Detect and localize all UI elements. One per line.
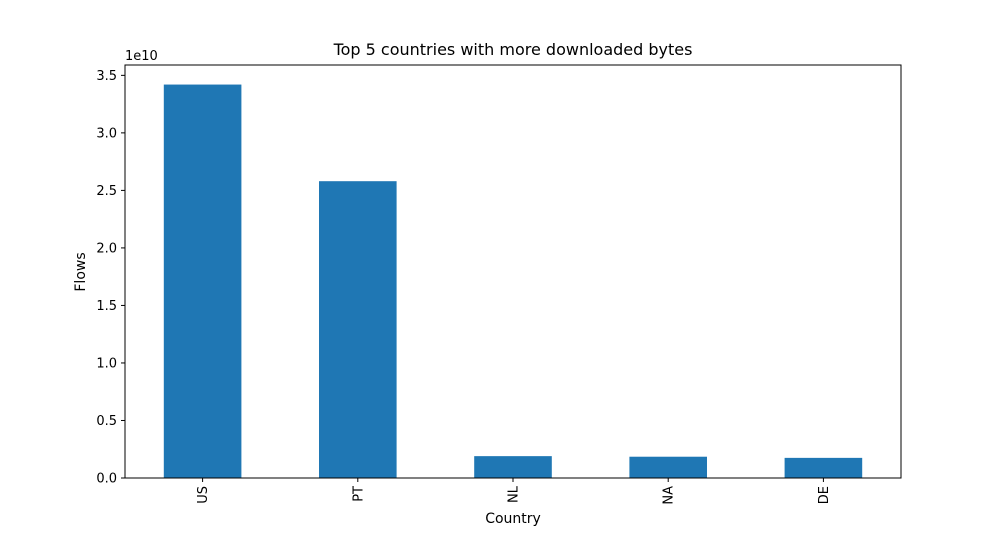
bar-na — [629, 456, 707, 478]
plot-frame — [124, 64, 902, 479]
bar-de — [784, 457, 863, 478]
x-axis-ticks: US PT NL NA DE — [196, 478, 832, 505]
x-tick-label: PT — [351, 486, 366, 502]
y-tick-label: 0.0 — [96, 472, 117, 487]
x-tick-label: NA — [662, 486, 677, 505]
x-tick-label: NL — [507, 485, 522, 503]
x-tick-label: US — [196, 486, 211, 504]
y-tick-label: 2.5 — [96, 184, 117, 199]
bar-us — [163, 84, 242, 479]
y-tick-label: 2.0 — [96, 241, 117, 256]
y-tick-label: 0.5 — [96, 414, 117, 429]
y-tick-label: 3.0 — [96, 126, 117, 141]
y-axis-label: Flows — [73, 252, 89, 291]
y-axis-ticks: 0.0 0.5 1.0 1.5 2.0 2.5 3.0 3.5 — [96, 69, 125, 487]
x-tick-label: DE — [817, 486, 832, 504]
bars-group — [163, 84, 863, 479]
bar-nl — [474, 456, 552, 478]
y-axis-offset-label: 1e10 — [125, 49, 158, 64]
chart-title: Top 5 countries with more downloaded byt… — [333, 40, 693, 59]
y-tick-label: 3.5 — [96, 69, 117, 84]
y-tick-label: 1.5 — [96, 299, 117, 314]
bar-pt — [319, 181, 397, 478]
y-tick-label: 1.0 — [96, 356, 117, 371]
x-axis-label: Country — [485, 511, 541, 527]
